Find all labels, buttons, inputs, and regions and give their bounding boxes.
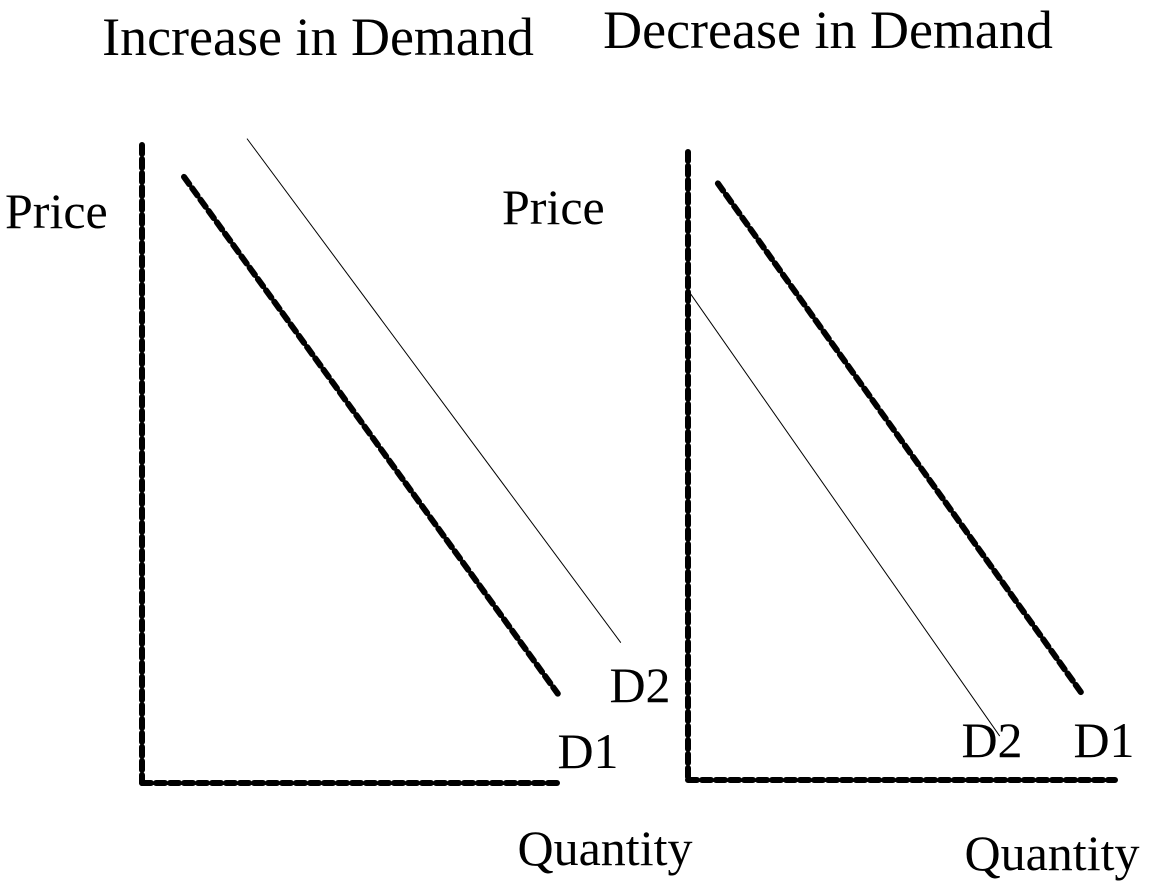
increase-demand-panel: Increase in Demand Price Quantity D1 D2 (5, 7, 692, 876)
curve-label-d1: D1 (557, 723, 618, 779)
demand-curve-d1 (714, 180, 1084, 696)
demand-curve-d2 (246, 138, 622, 643)
y-axis-label: Price (502, 179, 605, 235)
x-axis-label: Quantity (518, 820, 693, 876)
decrease-demand-panel: Decrease in Demand Price Quantity D1 D2 (502, 0, 1139, 881)
curve-label-d1: D1 (1073, 712, 1134, 768)
chart-title: Decrease in Demand (603, 0, 1053, 60)
x-axis-label: Quantity (965, 825, 1140, 881)
y-axis-label: Price (5, 183, 108, 239)
demand-curve-d1 (181, 173, 561, 697)
curve-label-d2: D2 (961, 712, 1022, 768)
chart-title: Increase in Demand (102, 7, 534, 67)
curve-label-d2: D2 (609, 657, 670, 713)
demand-curve-d2 (687, 289, 1001, 737)
